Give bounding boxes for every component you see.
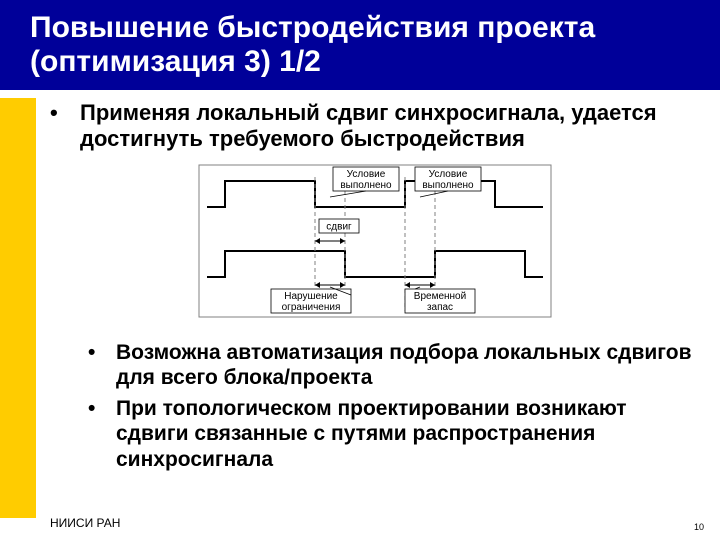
timing-diagram-svg: УсловиевыполненоУсловиевыполненосдвигНар… (195, 161, 555, 321)
slide: Повышение быстродействия проекта (оптими… (0, 0, 720, 540)
timing-diagram: УсловиевыполненоУсловиевыполненосдвигНар… (195, 161, 555, 326)
bullet-sub1-text: Возможна автоматизация подбора локальных… (116, 340, 700, 390)
slide-body: • Применяя локальный сдвиг синхросигнала… (50, 100, 700, 510)
slide-title: Повышение быстродействия проекта (оптими… (30, 11, 700, 80)
svg-text:запас: запас (427, 302, 453, 313)
bullet-sub2-text: При топологическом проектировании возник… (116, 396, 700, 472)
svg-text:выполнено: выполнено (422, 180, 474, 191)
bullet-sub2: • При топологическом проектировании возн… (88, 396, 700, 472)
svg-text:ограничения: ограничения (282, 302, 341, 313)
bullet-dot: • (88, 396, 116, 472)
svg-text:Временной: Временной (414, 291, 466, 302)
bullet-sub1: • Возможна автоматизация подбора локальн… (88, 340, 700, 390)
svg-text:Нарушение: Нарушение (284, 291, 338, 302)
title-bar: Повышение быстродействия проекта (оптими… (0, 0, 720, 90)
bullet-dot: • (50, 100, 80, 153)
svg-text:выполнено: выполнено (340, 180, 392, 191)
accent-stripe (0, 98, 36, 518)
svg-text:Условие: Условие (347, 169, 386, 180)
bullet-main-text: Применяя локальный сдвиг синхросигнала, … (80, 100, 700, 153)
bullet-dot: • (88, 340, 116, 390)
svg-text:Условие: Условие (429, 169, 468, 180)
svg-text:сдвиг: сдвиг (326, 221, 352, 232)
page-number: 10 (694, 522, 704, 532)
bullet-main: • Применяя локальный сдвиг синхросигнала… (50, 100, 700, 153)
footer-text: НИИСИ РАН (50, 516, 120, 530)
